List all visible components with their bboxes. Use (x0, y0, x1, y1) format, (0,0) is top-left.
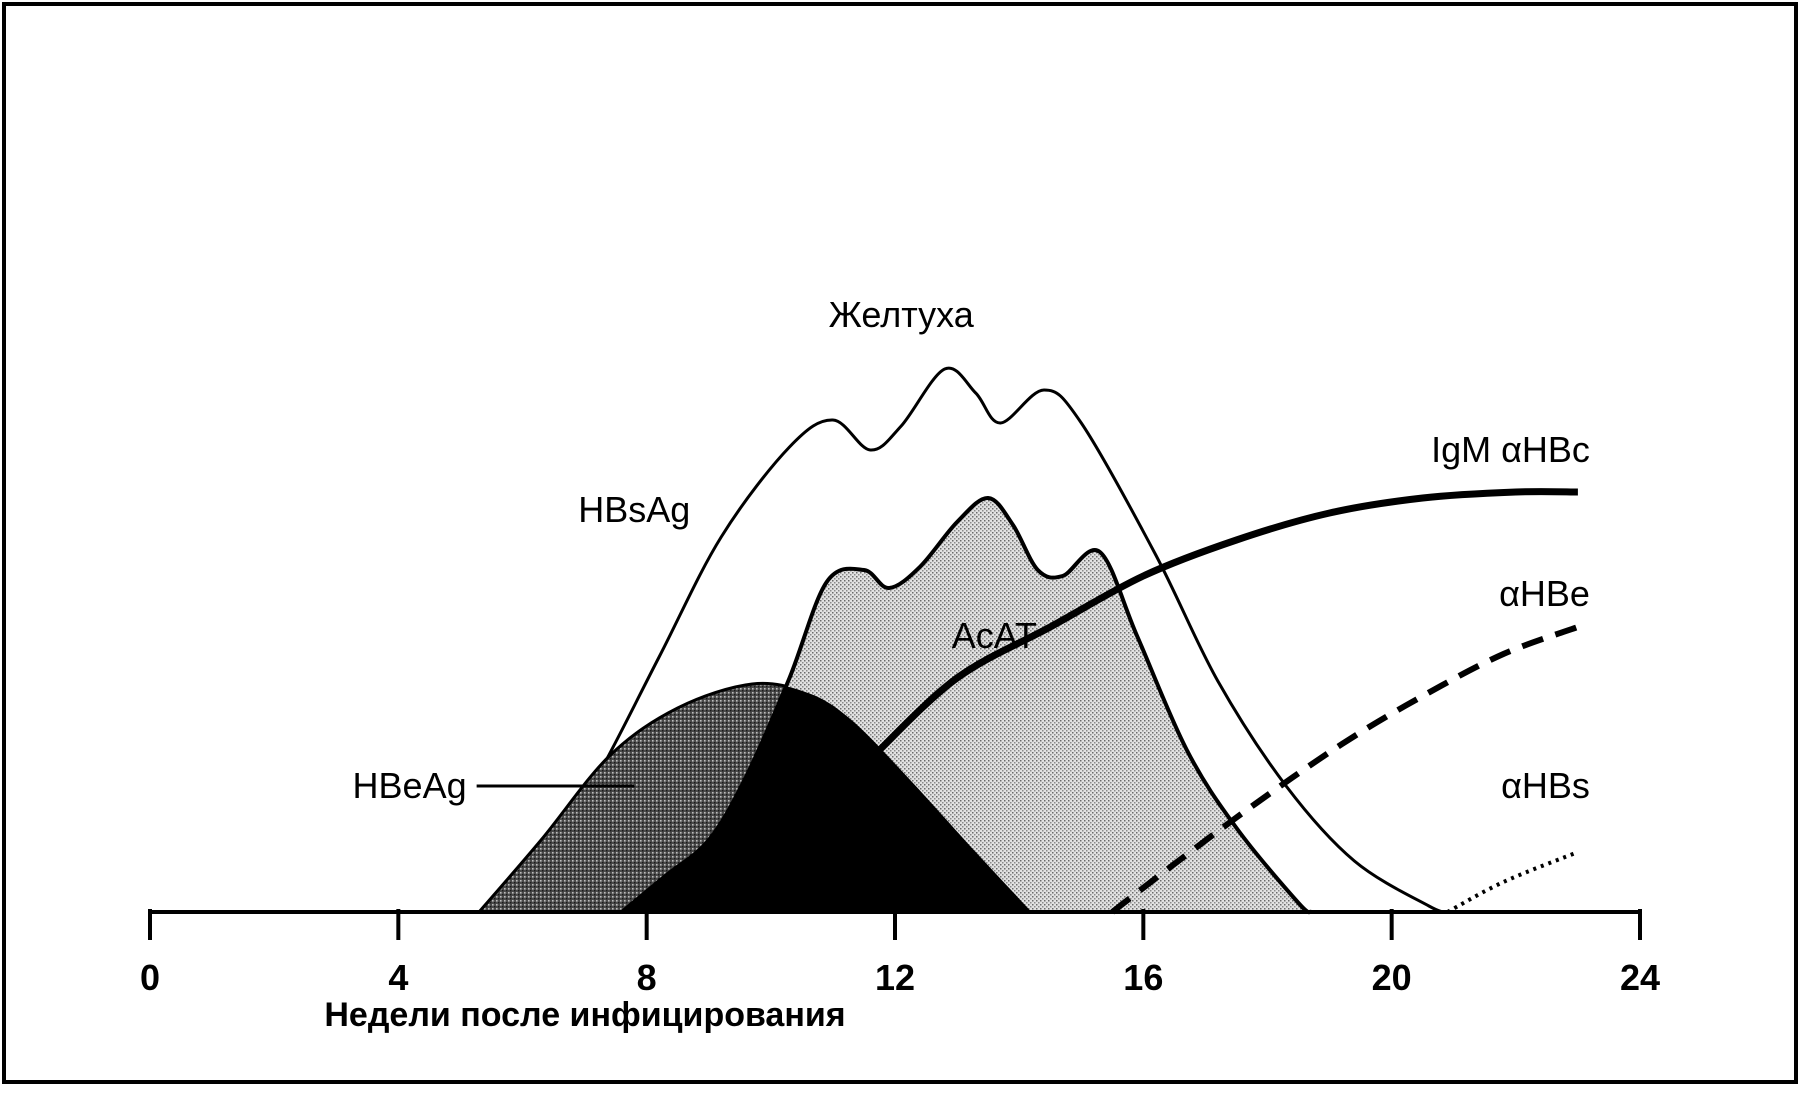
x-tick-label-16: 16 (1123, 957, 1163, 998)
x-tick-label-0: 0 (140, 957, 160, 998)
annotation-hbsag: HBsAg (578, 489, 690, 530)
annotation-hbeag: HBeAg (353, 765, 467, 806)
x-axis: 0 4 8 12 16 20 24 (140, 909, 1660, 998)
annotation-layer: Желтуха HBsAg АсАТ HBeAg IgM αHBc αHBe αHBs (353, 294, 1590, 806)
series-hbe-line (1110, 624, 1579, 915)
annotation-желтуха: Желтуха (829, 294, 975, 335)
x-tick-label-20: 20 (1372, 957, 1412, 998)
x-tick-label-24: 24 (1620, 957, 1660, 998)
x-tick-label-8: 8 (637, 957, 657, 998)
series-igm-hbc-line (874, 488, 1578, 756)
series-hbs-line (1446, 850, 1579, 914)
x-tick-label-12: 12 (875, 957, 915, 998)
annotation-igm-hbc: IgM αHBc (1431, 429, 1590, 470)
x-axis-label: Недели после инфицирования (324, 996, 845, 1034)
area-layer (475, 366, 1448, 915)
annotation-hbs: αHBs (1501, 765, 1590, 806)
line-layer (874, 488, 1579, 915)
annotation-hbe: αHBe (1499, 573, 1590, 614)
annotation-асат: АсАТ (952, 615, 1037, 656)
x-tick-label-4: 4 (388, 957, 408, 998)
